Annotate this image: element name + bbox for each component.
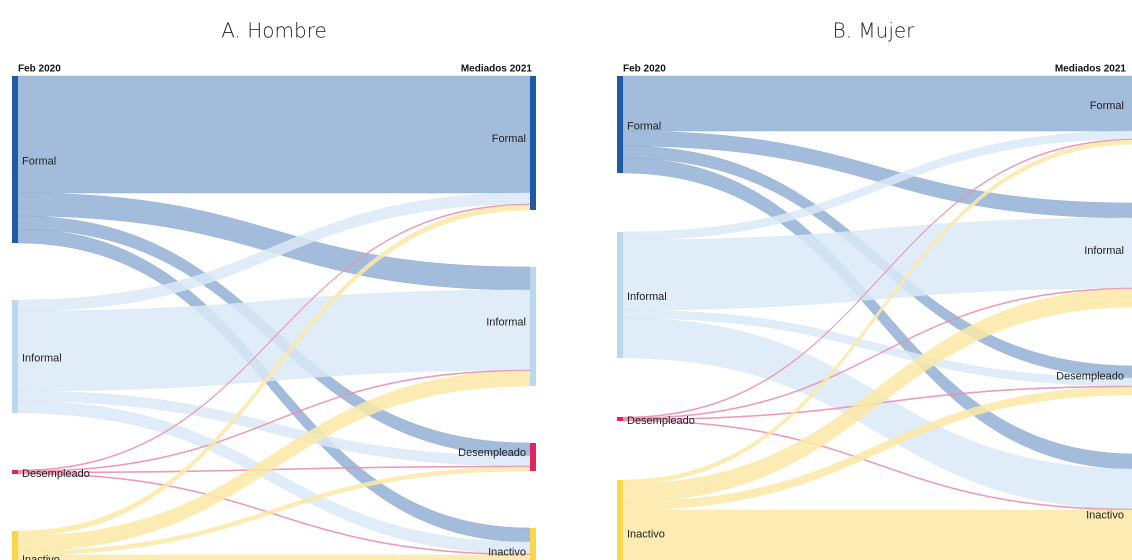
flow [17,554,531,560]
left-header: Feb 2020 [623,64,666,75]
left-node-label: Inactivo [22,554,60,560]
left-node-label: Formal [627,120,661,132]
left-node [617,417,623,421]
right-node-label: Inactivo [1086,509,1124,521]
right-header: Mediados 2021 [461,64,533,75]
right-node-label: Formal [492,133,526,145]
flow [622,287,1132,420]
left-node [617,232,623,358]
left-node [617,480,623,560]
right-node-label: Desempleado [1056,370,1124,382]
flow [622,130,1132,219]
flow [622,75,1132,132]
right-node [530,267,536,386]
right-node-label: Inactivo [488,546,526,558]
right-node-label: Desempleado [458,447,526,459]
flow [622,317,1132,510]
right-node [530,443,536,471]
right-node-label: Formal [1090,100,1124,112]
sankey-panel: A. Hombre Feb 2020 Mediados 2021 Formal Form… [12,19,536,560]
left-node [12,300,18,413]
flow [622,309,1132,387]
left-node [12,531,18,560]
left-node-label: Informal [22,352,62,364]
flow [622,217,1132,311]
right-header: Mediados 2021 [1055,64,1127,75]
left-node-label: Inactivo [627,528,665,540]
flow [622,138,1132,419]
left-node [12,76,18,243]
panel-title: B. Mujer [833,19,916,43]
right-node [530,528,536,560]
left-header: Feb 2020 [18,64,61,75]
left-node-label: Desempleado [627,415,695,427]
left-node-label: Desempleado [22,468,90,480]
right-node [530,76,536,210]
left-node-label: Informal [627,291,667,303]
left-node [617,76,623,173]
flow [622,139,1132,485]
right-node-label: Informal [486,316,526,328]
flow [622,130,1132,241]
flow [622,386,1132,511]
left-node [12,470,18,474]
right-node-label: Informal [1084,245,1124,257]
flow [622,509,1132,560]
sankey-panel: B. Mujer Feb 2020 Mediados 2021 Formal Forma… [617,19,1132,560]
panel-title: A. Hombre [221,19,327,43]
flow [17,75,531,194]
left-node-label: Formal [22,155,56,167]
flow [622,288,1132,503]
